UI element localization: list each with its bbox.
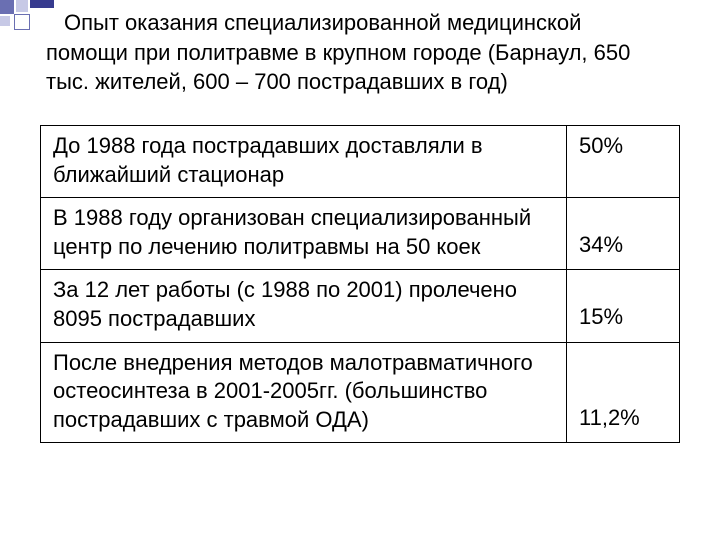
row-value: 50% — [567, 126, 680, 198]
deco-sq-0 — [0, 0, 14, 14]
row-label: До 1988 года пострадавших доставляли в б… — [41, 126, 567, 198]
deco-sq-4 — [30, 0, 54, 8]
deco-sq-2 — [0, 16, 10, 26]
row-label: В 1988 году организован специализированн… — [41, 198, 567, 270]
row-value: 34% — [567, 198, 680, 270]
table-row: После внедрения методов малотравматичног… — [41, 342, 680, 443]
row-label: За 12 лет работы (с 1988 по 2001) пролеч… — [41, 270, 567, 342]
row-value: 11,2% — [567, 342, 680, 443]
deco-sq-3 — [14, 14, 30, 30]
data-table: До 1988 года пострадавших доставляли в б… — [40, 125, 680, 443]
table-row: За 12 лет работы (с 1988 по 2001) пролеч… — [41, 270, 680, 342]
slide-title: Опыт оказания специализированной медицин… — [46, 8, 660, 97]
row-value: 15% — [567, 270, 680, 342]
row-label: После внедрения методов малотравматичног… — [41, 342, 567, 443]
deco-sq-1 — [16, 0, 28, 12]
table-row: В 1988 году организован специализированн… — [41, 198, 680, 270]
table-row: До 1988 года пострадавших доставляли в б… — [41, 126, 680, 198]
